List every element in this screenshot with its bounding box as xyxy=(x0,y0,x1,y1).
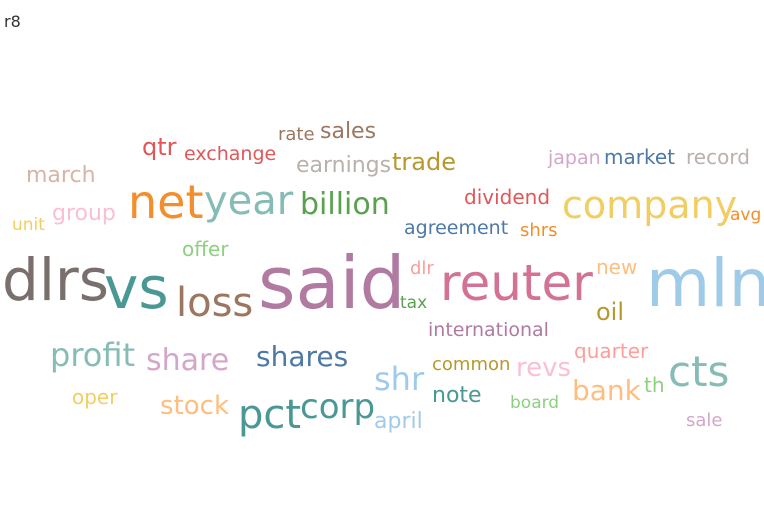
word-japan: japan xyxy=(547,147,601,169)
word-sale: sale xyxy=(686,410,722,431)
word-net: net xyxy=(128,175,204,229)
word-oper: oper xyxy=(72,385,118,409)
word-dividend: dividend xyxy=(464,185,550,209)
word-shares: shares xyxy=(256,340,348,373)
word-rate: rate xyxy=(278,124,315,145)
word-loss: loss xyxy=(176,280,253,326)
word-th: th xyxy=(644,373,665,397)
word-trade: trade xyxy=(392,148,456,176)
word-stock: stock xyxy=(160,391,229,421)
word-profit: profit xyxy=(50,336,135,374)
word-international: international xyxy=(428,319,549,341)
word-company: company xyxy=(562,183,737,227)
word-cts: cts xyxy=(668,347,729,396)
word-exchange: exchange xyxy=(184,143,276,165)
word-dlr: dlr xyxy=(410,258,434,279)
word-dlrs: dlrs xyxy=(2,246,109,314)
word-shrs: shrs xyxy=(520,220,558,241)
word-revs: revs xyxy=(516,353,571,383)
word-oil: oil xyxy=(596,298,624,326)
word-share: share xyxy=(146,343,229,378)
word-common: common xyxy=(432,354,510,375)
word-qtr: qtr xyxy=(142,133,177,161)
word-mln: mln xyxy=(646,245,764,322)
word-unit: unit xyxy=(12,215,45,235)
word-vs: vs xyxy=(104,254,169,322)
word-pct: pct xyxy=(238,392,301,438)
word-corp: corp xyxy=(300,387,375,427)
word-reuter: reuter xyxy=(440,254,593,312)
word-april: april xyxy=(374,409,423,434)
word-group: group xyxy=(52,201,116,226)
word-board: board xyxy=(510,393,559,413)
word-market: market xyxy=(604,145,675,169)
word-shr: shr xyxy=(374,360,425,398)
word-bank: bank xyxy=(572,374,642,407)
word-billion: billion xyxy=(300,187,390,222)
word-avg: avg xyxy=(730,205,761,225)
word-said: said xyxy=(258,241,405,325)
word-year: year xyxy=(204,178,294,224)
word-new: new xyxy=(596,255,637,279)
word-sales: sales xyxy=(320,119,376,144)
word-earnings: earnings xyxy=(296,153,391,178)
word-agreement: agreement xyxy=(404,217,508,239)
word-quarter: quarter xyxy=(574,339,649,363)
word-tax: tax xyxy=(400,293,427,313)
word-note: note xyxy=(432,383,482,408)
chart-title: r8 xyxy=(4,12,21,31)
word-record: record xyxy=(686,145,750,169)
word-offer: offer xyxy=(182,237,229,261)
word-march: march xyxy=(26,163,96,188)
